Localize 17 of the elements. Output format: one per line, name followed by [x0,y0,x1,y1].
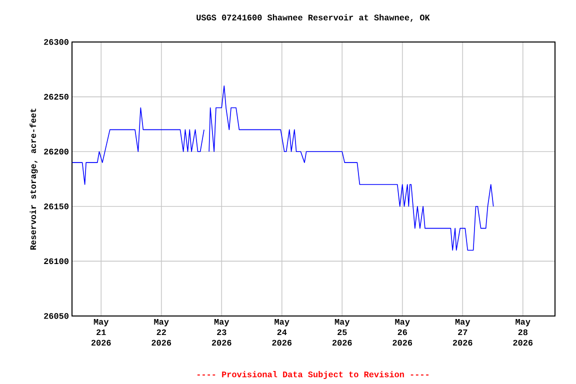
y-tick-label: 26150 [44,204,68,210]
x-tick-label: May 27 2026 [452,319,472,346]
y-tick-label: 26300 [44,39,68,45]
y-tick-label: 26050 [44,313,68,319]
chart-title: USGS 07241600 Shawnee Reservoir at Shawnee, OK [196,14,430,22]
text: ---- Provisional Data Subject to Revision ---- [197,371,428,379]
x-tick-label: May 28 2026 [513,319,533,346]
x-tick-label: May 24 2026 [272,319,292,346]
y-axis-title: Reservoir storage, acre-feet [30,108,38,250]
x-tick-label: May 25 2026 [332,319,352,346]
x-tick-label: May 22 2026 [152,319,172,346]
x-tick-label: May 23 2026 [212,319,232,346]
y-tick-label: 26200 [44,148,68,154]
y-tick-label: 26250 [44,94,68,100]
y-tick-label: 26100 [44,258,68,264]
x-tick-label: May 21 2026 [91,319,111,346]
x-tick-label: May 26 2026 [392,319,412,346]
